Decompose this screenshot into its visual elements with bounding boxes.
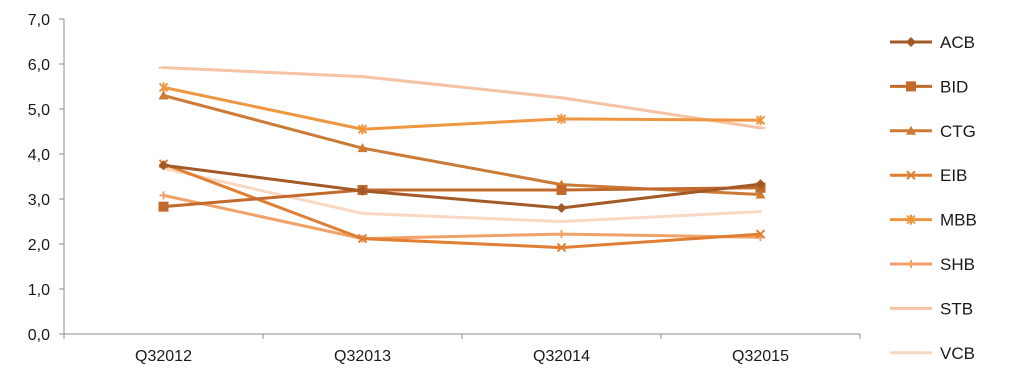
y-tick-label: 1,0 xyxy=(28,282,50,299)
legend-item-bid: BID xyxy=(890,77,968,96)
legend-label-vcb: VCB xyxy=(940,344,975,363)
y-tick-label: 3,0 xyxy=(28,192,50,209)
data-point-shb xyxy=(159,191,168,200)
y-tick-label: 0,0 xyxy=(28,327,50,344)
data-point-eib xyxy=(556,242,567,253)
legend-marker-acb xyxy=(906,37,916,47)
x-tick-label: Q32014 xyxy=(533,348,590,365)
data-point-eib xyxy=(755,229,766,239)
series-line-mbb xyxy=(162,85,762,131)
data-point-acb xyxy=(556,203,567,213)
legend: ACB BID CTG EIB MBB SHB STB VCB xyxy=(890,33,977,363)
series-line-ctg xyxy=(162,94,762,196)
data-point-ctg xyxy=(755,189,766,199)
data-point-ctg xyxy=(158,90,169,100)
series-vcb xyxy=(162,166,762,223)
y-tick-label: 5,0 xyxy=(28,102,50,119)
series-layer xyxy=(158,66,766,253)
series-line-acb xyxy=(162,163,762,210)
legend-item-shb: SHB xyxy=(890,255,975,274)
x-tick-label: Q32012 xyxy=(135,348,192,365)
legend-label-acb: ACB xyxy=(940,33,975,52)
legend-item-acb: ACB xyxy=(890,33,975,52)
legend-marker-mbb xyxy=(906,214,916,225)
data-point-eib xyxy=(357,233,368,244)
legend-marker-bid xyxy=(906,81,916,92)
legend-label-stb: STB xyxy=(940,299,973,318)
legend-marker-shb xyxy=(907,260,915,268)
y-tick-label: 7,0 xyxy=(28,12,50,29)
legend-item-eib: EIB xyxy=(890,166,967,185)
series-stb xyxy=(158,66,766,130)
legend-item-mbb: MBB xyxy=(890,211,977,230)
axes: 0,0 1,0 2,0 3,0 4,0 5,0 6,0 7,0 Q32012 Q32013 Q320… xyxy=(28,12,861,365)
y-tick-label: 6,0 xyxy=(28,57,50,74)
data-point-bid xyxy=(556,185,567,195)
series-line-stb xyxy=(162,66,762,130)
y-tick-label: 2,0 xyxy=(28,237,50,254)
series-mbb xyxy=(158,82,766,135)
series-line-bid xyxy=(162,186,762,209)
series-line-eib xyxy=(162,162,762,250)
legend-marker-ctg xyxy=(906,125,916,135)
series-line-shb xyxy=(162,193,762,241)
series-acb xyxy=(158,160,766,213)
data-point-acb xyxy=(755,179,766,190)
data-point-mbb xyxy=(755,115,766,126)
x-tick-label: Q32015 xyxy=(732,348,789,365)
data-point-acb xyxy=(357,185,368,196)
data-point-bid xyxy=(158,201,169,212)
data-point-shb xyxy=(557,230,566,239)
data-point-mbb xyxy=(357,124,368,135)
legend-label-ctg: CTG xyxy=(940,122,976,141)
legend-marker-eib xyxy=(906,170,916,180)
legend-label-bid: BID xyxy=(940,77,968,96)
legend-item-vcb: VCB xyxy=(890,344,975,363)
legend-item-ctg: CTG xyxy=(890,122,976,141)
legend-label-shb: SHB xyxy=(940,255,975,274)
data-point-mbb xyxy=(556,113,567,124)
y-tick-label: 4,0 xyxy=(28,147,50,164)
legend-label-eib: EIB xyxy=(940,166,967,185)
data-point-ctg xyxy=(357,143,368,153)
data-point-acb xyxy=(158,160,169,171)
legend-label-mbb: MBB xyxy=(940,211,977,230)
legend-item-stb: STB xyxy=(890,299,973,318)
x-tick-label: Q32013 xyxy=(334,348,391,365)
series-line-vcb xyxy=(162,166,762,223)
